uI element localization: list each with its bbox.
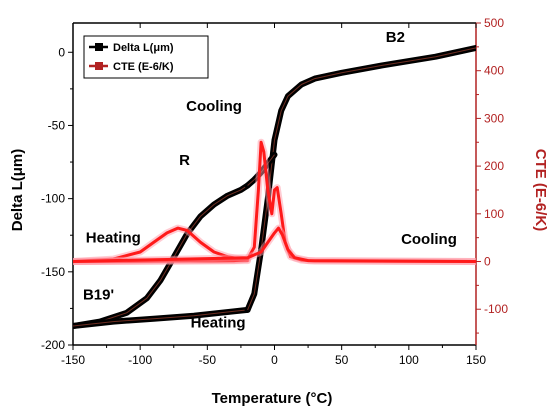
delta-l-series-line bbox=[244, 44, 476, 313]
annotation-label: R bbox=[179, 152, 190, 169]
x-tick-label: 50 bbox=[335, 353, 349, 367]
x-tick-label: 150 bbox=[466, 353, 486, 367]
x-axis-ticks: -150 -100 -50 0 50 100 150 bbox=[61, 23, 486, 367]
y-right-tick-label: 300 bbox=[484, 111, 504, 125]
y-right-tick-label: 500 bbox=[484, 16, 504, 30]
annotation-label: B2 bbox=[386, 29, 405, 46]
annotation-label: Heating bbox=[191, 314, 246, 331]
y-right-tick-label: 100 bbox=[484, 207, 504, 221]
legend-label-delta: Delta L(μm) bbox=[113, 42, 174, 54]
series-layer bbox=[73, 44, 476, 329]
x-tick-label: 0 bbox=[271, 353, 278, 367]
cte-series-line bbox=[73, 226, 476, 263]
legend-swatch-marker-cte bbox=[95, 62, 103, 70]
legend-label-cte: CTE (E-6/K) bbox=[113, 61, 174, 73]
y-right-axis-ticks: -100 0 100 200 300 400 500 bbox=[476, 16, 508, 334]
legend-swatch-marker-delta bbox=[95, 43, 103, 51]
x-tick-label: -100 bbox=[128, 353, 152, 367]
legend: Delta L(μm) CTE (E-6/K) bbox=[83, 35, 209, 79]
y-right-tick-label: 200 bbox=[484, 159, 504, 173]
x-tick-label: 100 bbox=[399, 353, 419, 367]
y-left-tick-label: -150 bbox=[41, 265, 65, 279]
y-left-tick-label: 0 bbox=[58, 45, 65, 59]
annotation-label: Cooling bbox=[401, 231, 457, 248]
delta-l-series-inner bbox=[247, 47, 476, 311]
y-left-axis-title: Delta L(μm) bbox=[9, 149, 26, 232]
y-left-tick-label: -200 bbox=[41, 338, 65, 352]
y-right-tick-label: -100 bbox=[484, 302, 508, 316]
y-right-axis-title: CTE (E-6/K) bbox=[532, 149, 549, 232]
x-tick-label: -150 bbox=[61, 353, 85, 367]
delta-l-series-inner bbox=[73, 185, 248, 327]
x-axis-title: Temperature (°C) bbox=[212, 390, 333, 407]
legend-box bbox=[83, 35, 209, 79]
y-right-tick-label: 0 bbox=[484, 255, 491, 269]
y-left-tick-label: -50 bbox=[48, 118, 66, 132]
annotation-label: Cooling bbox=[186, 98, 242, 115]
y-left-tick-label: -100 bbox=[41, 192, 65, 206]
y-right-tick-label: 400 bbox=[484, 64, 504, 78]
annotation-label: B19' bbox=[83, 287, 114, 304]
annotation-label: Heating bbox=[86, 230, 141, 247]
annotation-layer: B2 Cooling R Heating Cooling B19' Heating bbox=[83, 29, 457, 331]
delta-l-series-inner bbox=[73, 309, 248, 327]
y-left-axis-ticks: -200 -150 -100 -50 0 bbox=[41, 45, 73, 352]
x-tick-label: -50 bbox=[199, 353, 217, 367]
